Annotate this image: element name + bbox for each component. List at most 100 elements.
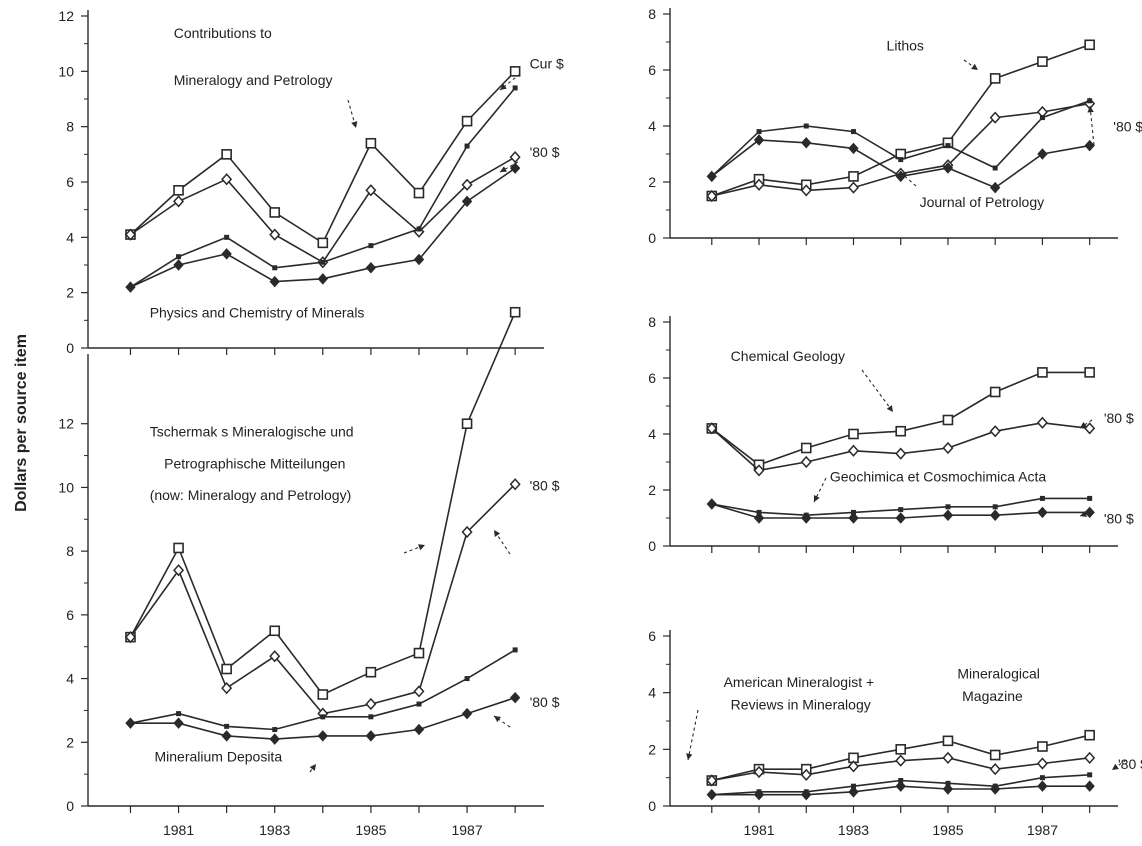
annotation-label: Tschermak s Mineralogische und bbox=[150, 423, 354, 439]
data-point-s1-2 bbox=[221, 173, 233, 186]
data-point-s1-3 bbox=[847, 181, 859, 194]
data-point-s3-1 bbox=[753, 788, 765, 801]
x-tick-label: 1985 bbox=[932, 822, 963, 838]
data-point-s3-1 bbox=[173, 259, 184, 271]
y-tick-label: 6 bbox=[66, 174, 74, 190]
data-point-s3-7 bbox=[461, 195, 473, 208]
data-point-s1-0 bbox=[706, 774, 718, 787]
data-point-s2-4 bbox=[898, 157, 904, 163]
annotation-label: Petrographische Mitteilungen bbox=[164, 455, 345, 471]
data-point-s1-5 bbox=[942, 751, 954, 764]
data-point-s2-8 bbox=[512, 85, 518, 91]
data-point-s2-3 bbox=[272, 727, 278, 733]
x-tick-label: 1983 bbox=[259, 822, 290, 838]
data-point-s0-2 bbox=[800, 442, 812, 454]
annotation-label: '80 $ bbox=[530, 478, 560, 494]
data-point-s3-2 bbox=[221, 248, 232, 260]
data-point-s1-5 bbox=[365, 184, 377, 197]
y-tick-label: 0 bbox=[648, 230, 656, 246]
annotation-label: Mineralogy and Petrology bbox=[174, 72, 333, 88]
data-point-s0-6 bbox=[413, 187, 425, 199]
panel-top-left: 0 2 4 6 8 10 12 Contributions to Mineralogy and … bbox=[58, 8, 564, 356]
data-point-s3-5 bbox=[942, 162, 954, 174]
data-point-s0-7 bbox=[1037, 741, 1048, 752]
y-tick-label: 8 bbox=[66, 119, 74, 135]
y-tick-label: 2 bbox=[648, 741, 656, 757]
data-point-s2-6 bbox=[416, 701, 422, 707]
pointer-arrowhead bbox=[1087, 106, 1094, 113]
annotation-label: '80 $ bbox=[530, 694, 560, 710]
y-tick-label: 4 bbox=[66, 229, 74, 245]
pointer-arrowhead bbox=[1080, 511, 1087, 518]
data-point-s0-7 bbox=[1037, 367, 1048, 378]
data-point-s0-6 bbox=[989, 386, 1001, 398]
data-point-s1-6 bbox=[413, 685, 425, 698]
annotation-label: '80 $ bbox=[1104, 511, 1134, 527]
data-point-s2-2 bbox=[803, 123, 809, 129]
data-point-s0-4 bbox=[317, 237, 329, 249]
annotation-label: (now: Mineralogy and Petrology) bbox=[150, 487, 352, 503]
data-point-s2-4 bbox=[320, 259, 326, 265]
data-point-s3-4 bbox=[895, 512, 906, 524]
pointer-arrow bbox=[861, 369, 894, 413]
data-point-s1-8 bbox=[1084, 422, 1096, 435]
data-point-s0-8 bbox=[1084, 729, 1095, 741]
data-point-s1-6 bbox=[989, 425, 1001, 438]
data-point-s0-5 bbox=[942, 735, 954, 747]
data-point-s1-7 bbox=[461, 178, 473, 191]
data-point-s1-3 bbox=[847, 760, 859, 773]
data-point-s0-3 bbox=[848, 428, 859, 440]
data-point-s3-8 bbox=[509, 691, 521, 704]
data-point-s2-4 bbox=[320, 714, 326, 720]
annotation-label: Contributions to bbox=[174, 25, 272, 41]
data-point-s0-4 bbox=[895, 744, 907, 755]
pointer-arrowhead bbox=[886, 405, 893, 412]
data-point-s1-6 bbox=[989, 111, 1001, 124]
data-point-s3-5 bbox=[942, 783, 954, 795]
y-tick-label: 8 bbox=[648, 314, 656, 330]
annotation-label: Mineralium Deposita bbox=[155, 748, 283, 764]
panel-right-3: 0 2 4 6 1981 1983 1985 1987 American Mineralogis… bbox=[648, 628, 1142, 838]
annotation-label: Physics and Chemistry of Minerals bbox=[150, 305, 365, 321]
y-tick-label: 4 bbox=[648, 118, 656, 134]
y-tick-label: 2 bbox=[648, 482, 656, 498]
y-tick-label: 4 bbox=[648, 426, 656, 442]
data-point-s3-8 bbox=[1084, 139, 1095, 152]
x-tick-label: 1987 bbox=[451, 822, 482, 838]
annotation-label: '80 $ bbox=[1104, 410, 1134, 426]
data-point-s1-0 bbox=[124, 631, 136, 644]
data-point-s3-2 bbox=[801, 512, 812, 524]
data-point-s3-4 bbox=[317, 273, 328, 285]
data-point-s3-6 bbox=[990, 509, 1001, 521]
y-tick-label: 8 bbox=[66, 543, 74, 559]
data-point-s2-5 bbox=[945, 143, 951, 149]
annotation-label: Mineralogical bbox=[957, 666, 1039, 682]
data-point-s0-1 bbox=[173, 542, 184, 554]
pointer-arrowhead bbox=[971, 63, 978, 70]
data-point-s3-3 bbox=[848, 512, 859, 524]
data-point-s3-3 bbox=[848, 142, 859, 155]
data-point-s0-4 bbox=[895, 425, 907, 437]
data-point-s3-3 bbox=[269, 733, 280, 745]
data-point-s1-8 bbox=[509, 478, 521, 491]
data-point-s0-7 bbox=[1037, 56, 1048, 67]
data-point-s1-7 bbox=[1036, 757, 1048, 770]
y-tick-label: 0 bbox=[648, 798, 656, 814]
y-tick-label: 4 bbox=[66, 671, 74, 687]
data-point-s0-8 bbox=[1084, 367, 1095, 378]
data-point-s1-4 bbox=[895, 447, 907, 460]
annotation-label: '80 $ bbox=[530, 144, 560, 160]
series-line-0 bbox=[129, 311, 516, 696]
data-point-s3-6 bbox=[413, 723, 425, 736]
data-point-s3-8 bbox=[509, 162, 521, 174]
data-point-s2-7 bbox=[464, 676, 470, 682]
data-point-s0-1 bbox=[173, 185, 184, 196]
data-point-s2-7 bbox=[1039, 775, 1045, 781]
data-point-s0-7 bbox=[461, 115, 473, 127]
data-point-s2-1 bbox=[756, 129, 762, 135]
data-point-s3-8 bbox=[1084, 780, 1095, 792]
y-tick-label: 10 bbox=[58, 63, 74, 79]
data-point-s1-6 bbox=[989, 763, 1001, 776]
data-point-s3-0 bbox=[125, 281, 136, 293]
